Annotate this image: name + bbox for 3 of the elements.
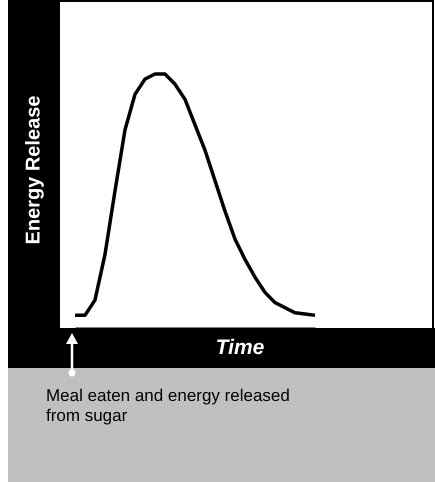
x-axis-title: Time <box>216 336 264 360</box>
text: Meal eaten and energy released from sugar <box>46 386 291 426</box>
y-axis-title: Energy Release <box>22 96 46 244</box>
